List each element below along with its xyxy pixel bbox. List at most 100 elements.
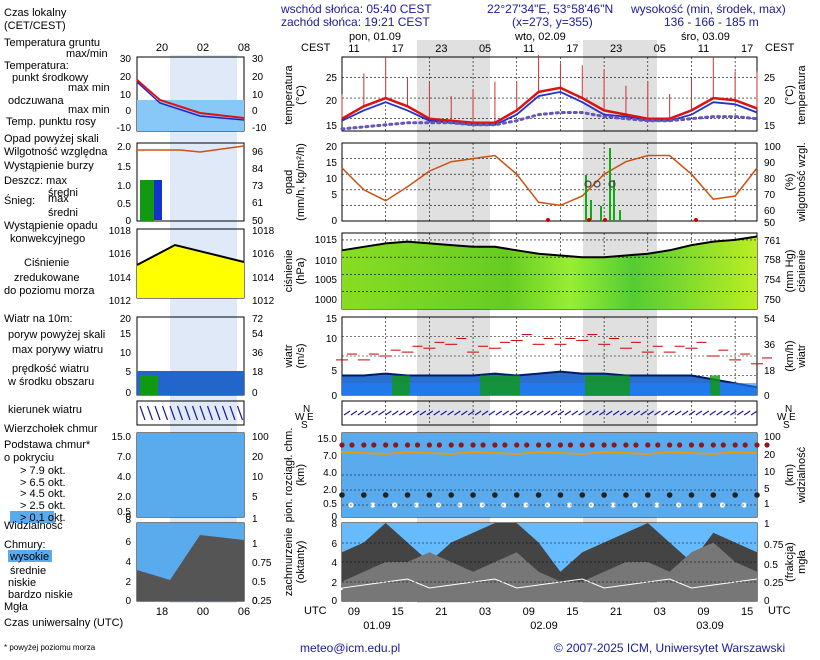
wind-arrow [585, 410, 592, 416]
cloud-top-dot [492, 442, 498, 448]
cloud-top-dot [535, 442, 542, 448]
wind-green [480, 375, 520, 395]
tick: 2.0 [117, 492, 131, 503]
mini-frame-4 [136, 400, 245, 426]
day-label: śro, 03.09 [681, 31, 730, 43]
wind-arrow [750, 410, 758, 416]
utc-hour-label: 21 [610, 606, 622, 618]
axis-title-cloud-r: (km) [784, 464, 796, 486]
mini-utc-hour: 18 [156, 606, 168, 618]
tick: 4 [125, 557, 131, 568]
storm-marker [593, 180, 601, 188]
cloud-top-dot [710, 442, 716, 448]
legend-text: konwekcyjnego [10, 233, 85, 245]
cloud-base-dot [666, 492, 673, 498]
hour-label: 11 [523, 43, 534, 55]
tick: 10 [252, 90, 264, 101]
tick: 0 [252, 388, 258, 399]
utc-label-left: UTC [304, 605, 327, 617]
cloud-top-dot [688, 442, 695, 448]
mini-snow [154, 180, 162, 220]
cloud-top-dot [645, 442, 651, 448]
cloud-top-dot [579, 442, 585, 448]
wind-arrow [564, 410, 572, 416]
mini-hour: 02 [197, 42, 209, 54]
tick: 0 [125, 388, 131, 399]
tick: 15.0 [318, 434, 338, 445]
legend-text: poryw powyżej skali [8, 329, 105, 341]
legend-text: Deszcz: max [4, 175, 67, 187]
tick: 10 [252, 472, 264, 483]
legend-text: max min [68, 104, 110, 116]
tick: 0 [252, 596, 258, 607]
tick: 20 [252, 452, 264, 463]
tick: 54 [764, 314, 776, 325]
legend-text: Wystąpienie opadu [4, 220, 97, 232]
cloud-top-dot [677, 442, 683, 448]
tick: 8 [125, 515, 131, 526]
mini-arrow [161, 405, 169, 421]
tick: 20 [326, 96, 338, 107]
cloud-top-dot [623, 442, 629, 448]
tick: 54 [252, 329, 264, 340]
tick: 1 [764, 499, 770, 510]
tick: 84 [252, 164, 264, 175]
tick: 15 [326, 158, 338, 169]
axis-title-press-l: (hPa) [295, 258, 307, 285]
hour-label: 11 [348, 43, 359, 55]
legend-text: max/min [66, 48, 108, 60]
cloud-top-dot [732, 442, 738, 448]
cloud-base-dot [339, 492, 345, 498]
legend-text: w środku obszaru [7, 376, 94, 388]
tick: 1018 [109, 226, 132, 237]
tick: 761 [764, 236, 781, 247]
cloud-top-dot [361, 442, 367, 448]
mini-utc-hour: 00 [197, 606, 209, 618]
cloud-top-dot [720, 442, 726, 448]
tick: 1012 [252, 296, 275, 307]
axis-title-rh-r: wilgotność wzgl. [796, 142, 808, 222]
wind-arrow [716, 410, 723, 416]
tick: 100 [764, 142, 781, 153]
header-elev-title: wysokość (min, środek, max) [631, 2, 786, 16]
header-sunset: zachód słońca: 19:21 CEST [281, 15, 430, 29]
legend-text: Ciśnienie [24, 257, 69, 269]
tick: 20 [120, 72, 132, 83]
tick: 96 [252, 147, 264, 158]
wind-arrow [640, 410, 648, 416]
axis-title-precip-l: opad [283, 170, 295, 194]
wind-arrow [543, 410, 551, 416]
mini-rh [137, 145, 245, 153]
legend-text: Widzialność [4, 520, 63, 532]
tz-label-right: CEST [765, 42, 795, 54]
wind-arrow [743, 410, 751, 416]
wind-arrow [647, 410, 654, 416]
tick: 50 [252, 216, 264, 227]
wind-arrow [688, 410, 696, 416]
tick: 5 [764, 484, 770, 495]
legend-text: Podstawa chmur* [4, 439, 91, 451]
hour-label: 05 [654, 43, 666, 55]
tick: 5 [125, 367, 131, 378]
hour-label: 23 [435, 43, 447, 55]
footer-email[interactable]: meteo@icm.edu.pl [300, 641, 401, 655]
wind-arrow [419, 410, 427, 416]
wind-arrow [495, 410, 503, 416]
legend-text: > 6.5 okt. [20, 477, 66, 489]
axis-title-press-l: ciśnienie [283, 250, 295, 293]
wind-arrow [681, 410, 689, 416]
temp-series-1 [341, 90, 758, 126]
wind-arrow [536, 410, 544, 416]
cloud-top-dot [633, 442, 639, 448]
cloud-base-dot [710, 492, 717, 498]
header-coords: 22°27'34"E, 53°58'46"N [487, 2, 614, 16]
axis-title-precip-l: (mm/h, kg/m²/h) [295, 143, 307, 221]
mini-arrow [176, 405, 184, 421]
cloud-top-dot [754, 442, 760, 448]
cloud-base-dot [361, 492, 367, 498]
mini-felt [136, 81, 245, 121]
tick: 25 [326, 73, 338, 84]
tick: 0 [764, 391, 770, 402]
wind-arrow [736, 410, 744, 416]
wind-arrow [674, 410, 682, 416]
